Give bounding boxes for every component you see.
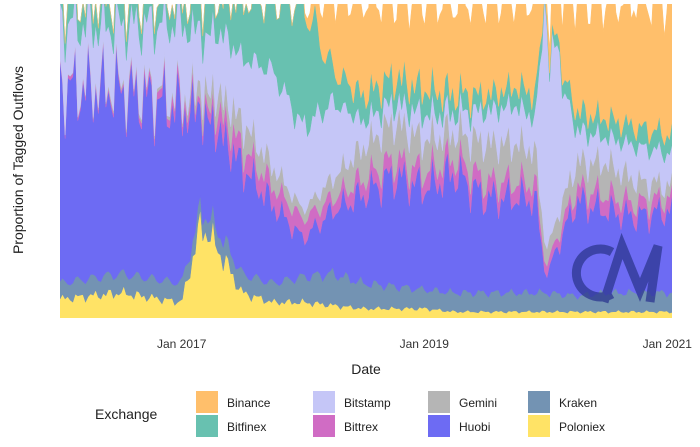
legend-title: Exchange	[95, 406, 157, 422]
legend-label-bitfinex: Bitfinex	[227, 420, 266, 434]
series-area-binance	[63, 4, 672, 146]
x-axis-ticks: Jan 2017 Jan 2019 Jan 2021	[157, 337, 692, 351]
legend-label-kraken: Kraken	[559, 396, 597, 410]
x-tick-label: Jan 2021	[643, 337, 693, 351]
y-axis-title: Proportion of Tagged Outflows	[10, 66, 26, 254]
x-axis-title: Date	[351, 361, 381, 377]
plot-area	[60, 4, 672, 318]
x-tick-label: Jan 2019	[400, 337, 450, 351]
legend-items: Binance Bitfinex Bitstamp Bittrex Gemini Huob…	[196, 391, 605, 437]
legend-swatch-poloniex	[528, 415, 550, 437]
legend-label-binance: Binance	[227, 396, 271, 410]
legend-swatch-huobi	[428, 415, 450, 437]
legend: Exchange Binance Bitfinex Bitstamp Bittrex G…	[95, 391, 605, 437]
legend-swatch-binance	[196, 391, 218, 413]
legend-label-bitstamp: Bitstamp	[344, 396, 391, 410]
legend-label-bittrex: Bittrex	[344, 420, 378, 434]
x-tick-label: Jan 2017	[157, 337, 207, 351]
legend-swatch-bitfinex	[196, 415, 218, 437]
legend-swatch-gemini	[428, 391, 450, 413]
legend-label-huobi: Huobi	[459, 420, 490, 434]
legend-swatch-bitstamp	[313, 391, 335, 413]
plot-clip-group	[60, 4, 672, 318]
legend-label-poloniex: Poloniex	[559, 420, 605, 434]
legend-label-gemini: Gemini	[459, 396, 497, 410]
legend-swatch-kraken	[528, 391, 550, 413]
legend-swatch-bittrex	[313, 415, 335, 437]
cm-watermark-logo	[571, 232, 663, 304]
